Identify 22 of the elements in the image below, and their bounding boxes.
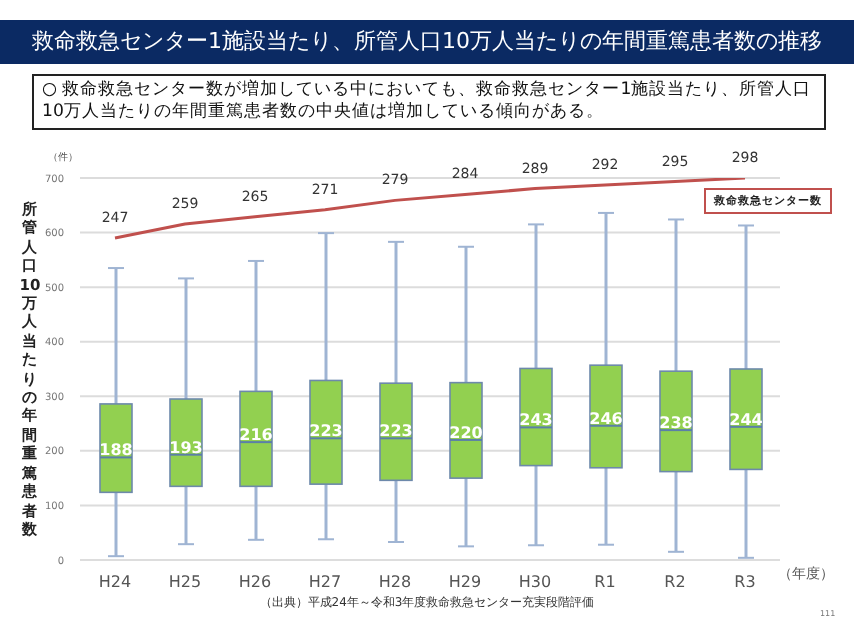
text: 193 — [169, 438, 203, 457]
x-tick-label: H25 — [168, 573, 202, 592]
text: 188 — [99, 441, 133, 460]
x-tick-label: R2 — [664, 573, 686, 592]
text: 238 — [659, 414, 693, 433]
text: 220 — [449, 423, 483, 442]
x-tick-label: R3 — [734, 573, 756, 592]
x-tick-label: H24 — [98, 573, 132, 592]
chart-title: 救命救急センター1施設当たり、所管人口10万人当たりの年間重篤患者数の推移 — [0, 20, 854, 64]
x-tick-label: H30 — [518, 573, 552, 592]
x-tick-label: H28 — [378, 573, 412, 592]
text: 223 — [309, 422, 343, 441]
text: 243 — [519, 411, 553, 430]
x-tick-label: H29 — [448, 573, 482, 592]
x-tick-label: H27 — [308, 573, 342, 592]
x-tick-label: H26 — [238, 573, 272, 592]
text: 244 — [729, 410, 763, 429]
text: 216 — [239, 426, 273, 445]
chart-subtitle: ○ 救命救急センター数が増加している中においても、救命救急センター1施設当たり、所管人口10万人当たりの年間重篤患者数の中央値は増加している傾向がある。 — [32, 74, 826, 130]
text: 223 — [379, 422, 413, 441]
text: 246 — [589, 409, 623, 428]
x-tick-label: R1 — [594, 573, 616, 592]
